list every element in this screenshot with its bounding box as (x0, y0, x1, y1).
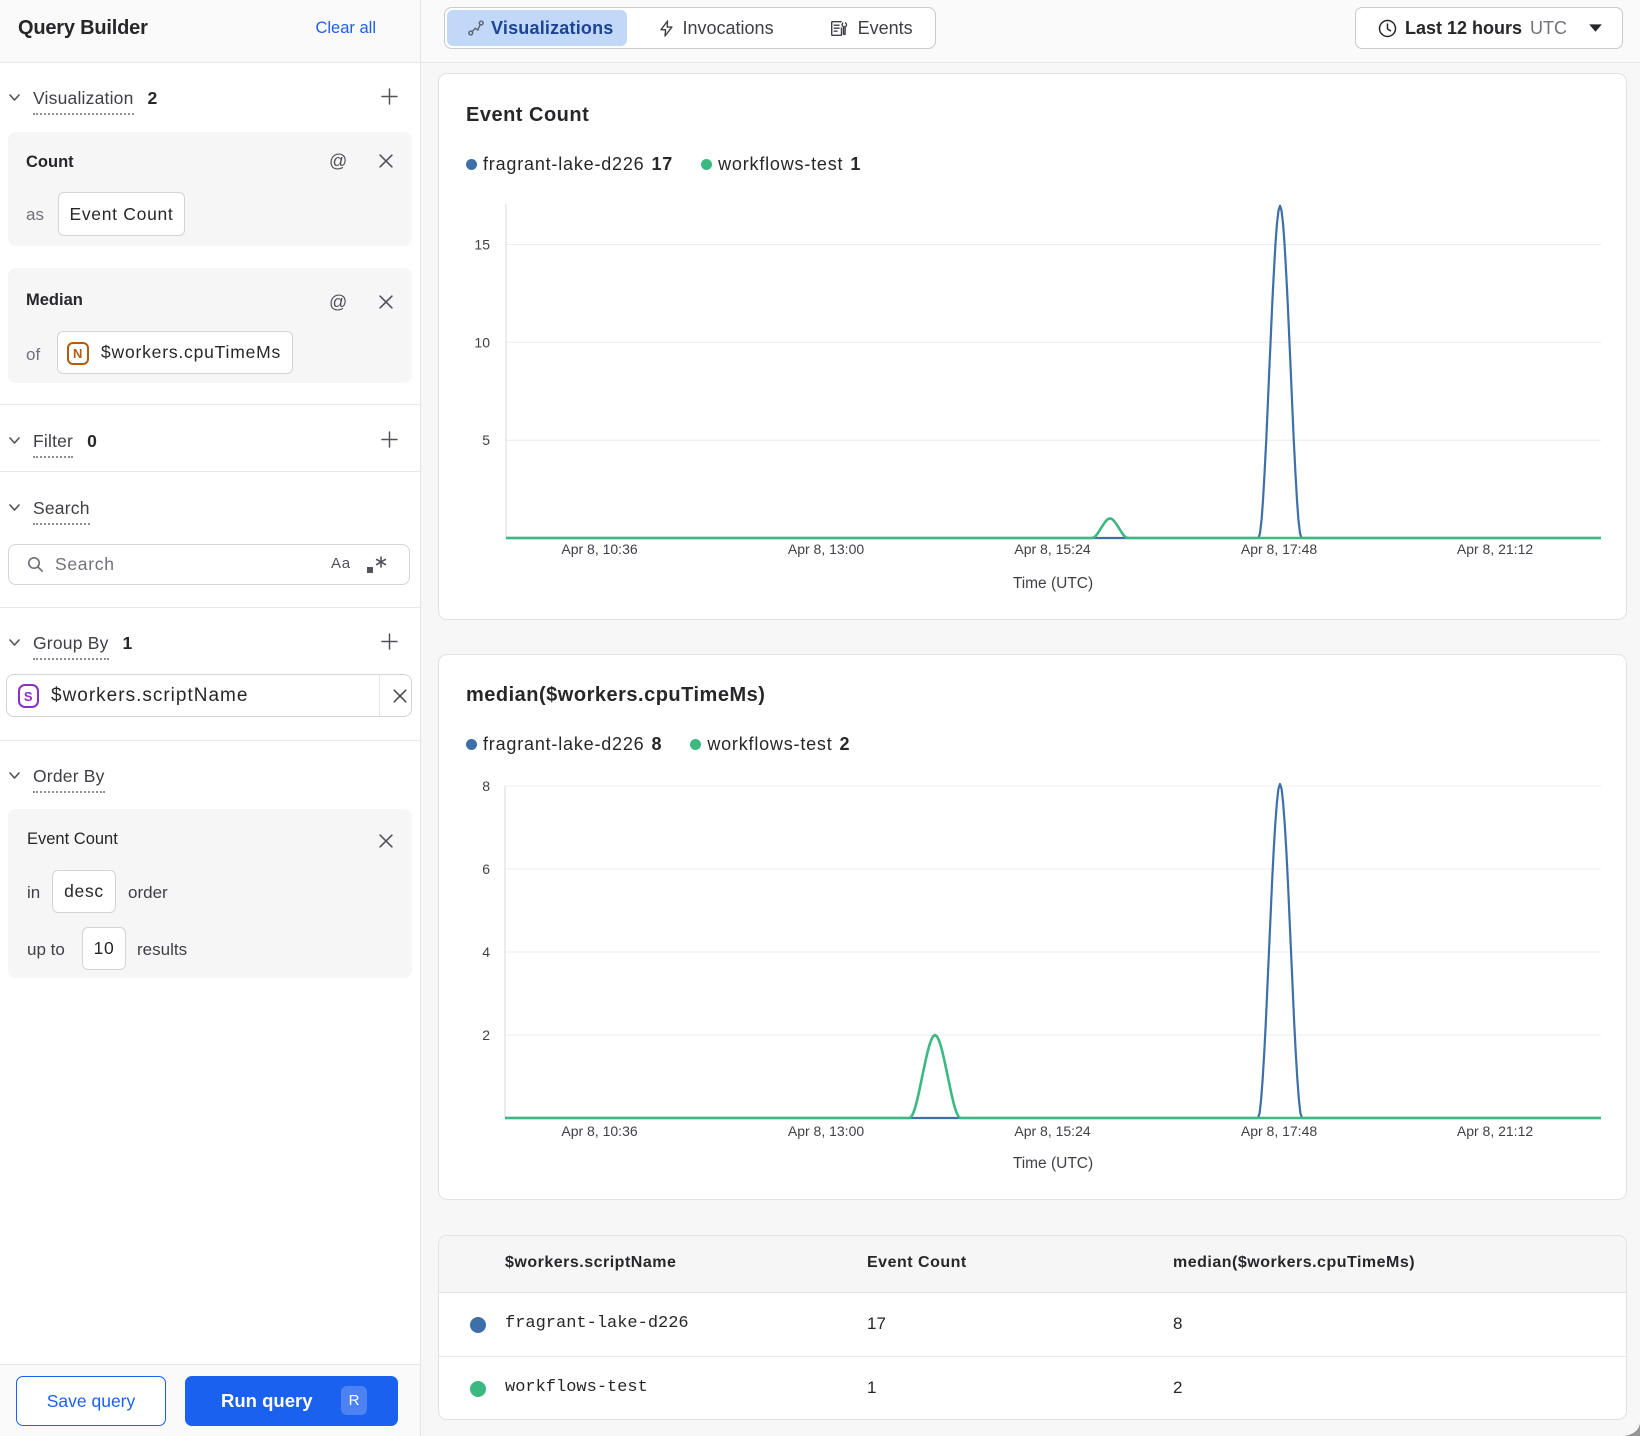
svg-text:Apr 8, 21:12: Apr 8, 21:12 (1457, 1123, 1533, 1139)
svg-text:5: 5 (482, 432, 490, 448)
svg-text:Apr 8, 13:00: Apr 8, 13:00 (788, 541, 864, 557)
svg-text:2: 2 (482, 1027, 490, 1043)
svg-text:10: 10 (474, 334, 490, 350)
svg-text:6: 6 (482, 861, 490, 877)
svg-text:15: 15 (474, 237, 490, 253)
svg-text:Apr 8, 17:48: Apr 8, 17:48 (1241, 1123, 1317, 1139)
svg-text:Apr 8, 10:36: Apr 8, 10:36 (561, 541, 637, 557)
svg-text:Apr 8, 21:12: Apr 8, 21:12 (1457, 541, 1533, 557)
svg-text:Time (UTC): Time (UTC) (1013, 575, 1093, 592)
svg-text:Apr 8, 15:24: Apr 8, 15:24 (1014, 541, 1090, 557)
svg-text:4: 4 (482, 944, 490, 960)
svg-text:Time (UTC): Time (UTC) (1013, 1155, 1093, 1172)
svg-text:Apr 8, 17:48: Apr 8, 17:48 (1241, 541, 1317, 557)
svg-text:8: 8 (482, 778, 490, 794)
svg-text:Apr 8, 10:36: Apr 8, 10:36 (561, 1123, 637, 1139)
svg-text:Apr 8, 15:24: Apr 8, 15:24 (1014, 1123, 1090, 1139)
svg-text:Apr 8, 13:00: Apr 8, 13:00 (788, 1123, 864, 1139)
